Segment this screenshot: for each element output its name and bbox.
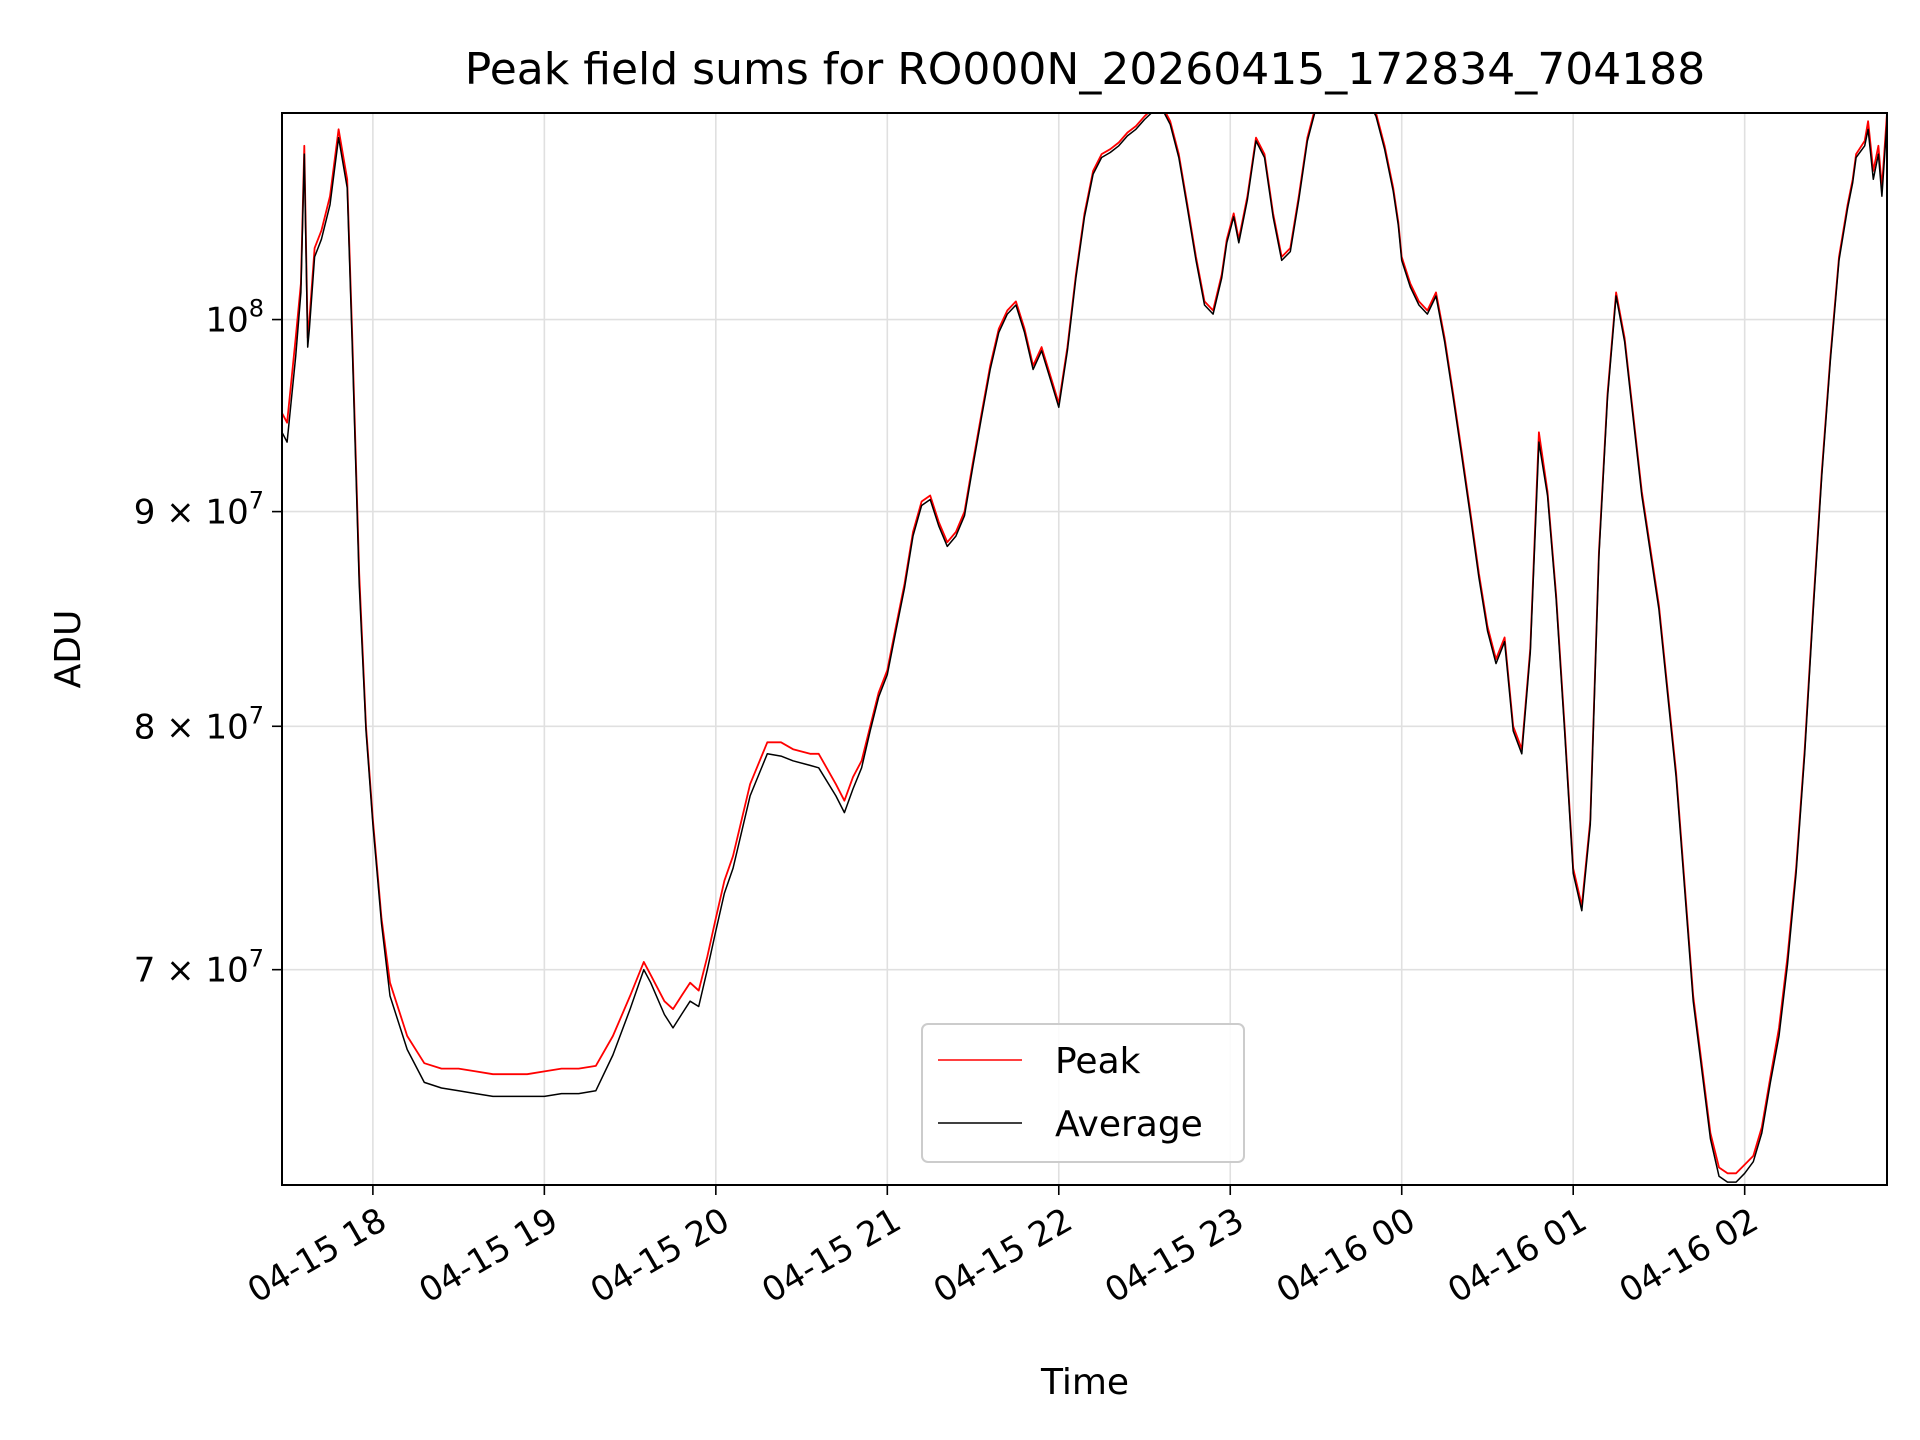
- grid-lines: [282, 113, 1887, 1185]
- y-tick-label: 8 × 107: [134, 701, 264, 747]
- y-tick-label: 108: [205, 295, 264, 341]
- y-tick-label: 7 × 107: [134, 945, 264, 991]
- series-line-average: [282, 113, 1887, 1183]
- legend: Peak Average: [921, 1023, 1245, 1163]
- chart-title: Peak field sums for RO000N_20260415_1728…: [465, 44, 1705, 95]
- legend-label-peak: Peak: [1055, 1041, 1141, 1082]
- legend-box: [921, 1023, 1245, 1163]
- plot-area-frame: [281, 112, 1888, 1186]
- y-axis-label: ADU: [48, 610, 89, 689]
- x-axis-label: Time: [1040, 1362, 1129, 1403]
- y-axis-ticks: 7 × 107 8 × 107 9 × 107 108: [134, 295, 282, 991]
- y-tick-label: 9 × 107: [134, 487, 264, 533]
- series-layer: [282, 113, 1887, 1183]
- legend-label-average: Average: [1055, 1104, 1203, 1145]
